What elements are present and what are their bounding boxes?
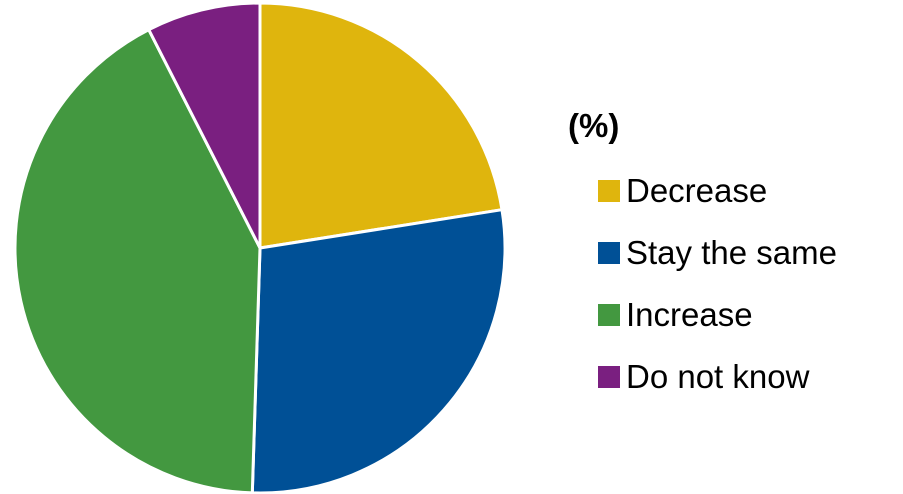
pie-slice-decrease bbox=[258, 1, 504, 250]
legend-title: (%) bbox=[568, 107, 620, 144]
legend: (%) Decrease Stay the same Increase Do n… bbox=[560, 100, 837, 408]
legend-item-increase: Increase bbox=[560, 284, 837, 346]
pie-slice-increase bbox=[13, 28, 262, 494]
legend-label-do-not-know: Do not know bbox=[626, 358, 810, 395]
legend-label-stay-the-same: Stay the same bbox=[626, 234, 837, 271]
pie-slice-stay-the-same bbox=[250, 208, 507, 494]
legend-swatch-decrease bbox=[598, 180, 620, 202]
legend-label-decrease: Decrease bbox=[626, 172, 768, 209]
legend-item-do-not-know: Do not know bbox=[560, 346, 837, 408]
legend-swatch-do-not-know bbox=[598, 366, 620, 388]
legend-item-stay-the-same: Stay the same bbox=[560, 222, 837, 284]
legend-item-decrease: Decrease bbox=[560, 160, 837, 222]
legend-label-increase: Increase bbox=[626, 296, 753, 333]
pie-slice-do-not-know bbox=[147, 1, 262, 250]
legend-swatch-increase bbox=[598, 304, 620, 326]
legend-swatch-stay-the-same bbox=[598, 242, 620, 264]
